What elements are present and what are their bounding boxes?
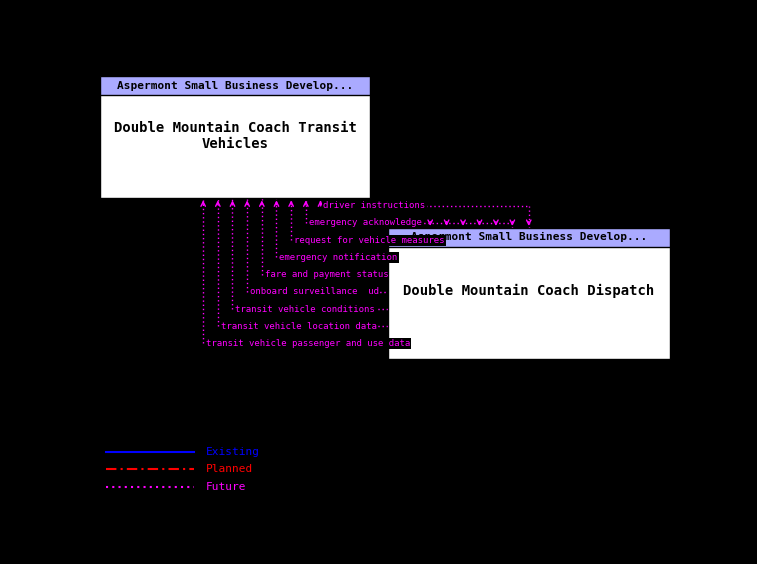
Text: Aspermont Small Business Develop...: Aspermont Small Business Develop... — [117, 81, 354, 90]
Bar — [101, 76, 370, 198]
Text: onboard surveillance  ud: onboard surveillance ud — [250, 287, 379, 296]
Text: Double Mountain Coach Transit
Vehicles: Double Mountain Coach Transit Vehicles — [114, 121, 357, 151]
Text: driver instructions: driver instructions — [323, 201, 425, 210]
Text: Aspermont Small Business Develop...: Aspermont Small Business Develop... — [410, 232, 647, 243]
Text: transit vehicle location data: transit vehicle location data — [221, 321, 377, 331]
Text: emergency acknowledge: emergency acknowledge — [309, 218, 422, 227]
Bar — [101, 76, 370, 95]
Text: Future: Future — [206, 482, 247, 492]
Text: Existing: Existing — [206, 447, 260, 457]
Bar — [388, 228, 670, 246]
Text: fare and payment status: fare and payment status — [265, 270, 388, 279]
Text: transit vehicle passenger and use data: transit vehicle passenger and use data — [206, 339, 410, 348]
Text: request for vehicle measures: request for vehicle measures — [294, 236, 444, 245]
Text: transit vehicle conditions: transit vehicle conditions — [235, 305, 375, 314]
Bar — [101, 76, 370, 95]
Bar — [388, 228, 670, 246]
Text: emergency notification: emergency notification — [279, 253, 397, 262]
Text: Double Mountain Coach Dispatch: Double Mountain Coach Dispatch — [403, 284, 654, 298]
Text: Planned: Planned — [206, 464, 254, 474]
Bar — [388, 228, 670, 359]
